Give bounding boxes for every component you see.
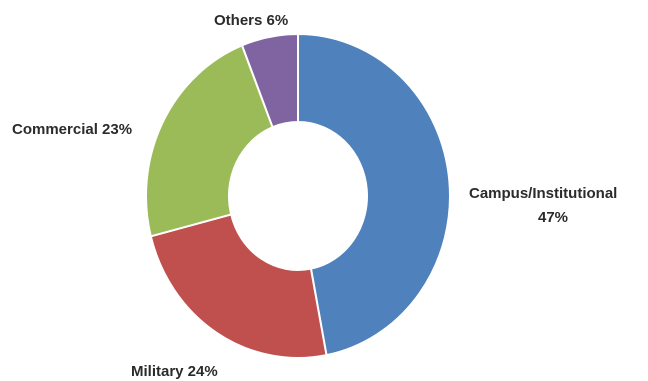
donut-slice-commercial (145, 44, 274, 238)
donut-slices (145, 32, 451, 359)
slice-label-others: Others 6% (214, 12, 288, 29)
slice-label-campus-name: Campus/Institutional (469, 185, 617, 202)
donut-slice-military (149, 213, 328, 359)
slice-label-commercial: Commercial 23% (12, 121, 132, 138)
slice-label-military: Military 24% (131, 363, 218, 380)
donut-slice-campus-institutional (297, 32, 451, 357)
slice-label-campus-value: 47% (538, 209, 568, 226)
donut-slice-others (240, 32, 299, 129)
